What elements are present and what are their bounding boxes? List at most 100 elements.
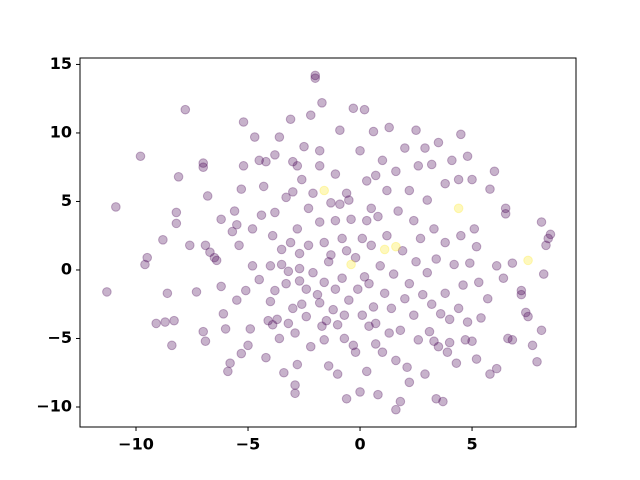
point xyxy=(314,161,325,171)
point xyxy=(489,166,500,177)
point xyxy=(303,203,314,214)
point xyxy=(198,326,209,337)
point xyxy=(433,137,444,148)
point xyxy=(111,202,121,212)
point xyxy=(191,287,202,297)
point xyxy=(451,358,462,368)
point xyxy=(216,281,226,292)
point xyxy=(348,340,359,351)
point xyxy=(173,171,184,182)
point xyxy=(429,336,439,347)
y-tick-label: 15 xyxy=(50,54,72,73)
point xyxy=(330,169,341,179)
point xyxy=(377,155,388,166)
point xyxy=(265,261,276,271)
point xyxy=(413,335,424,345)
point xyxy=(332,319,343,330)
point xyxy=(361,176,372,186)
point xyxy=(462,151,473,162)
point xyxy=(337,233,347,244)
point xyxy=(388,269,399,279)
x-tick-label: 5 xyxy=(466,435,477,454)
point xyxy=(500,203,511,214)
point xyxy=(236,348,247,359)
point xyxy=(270,207,280,218)
point xyxy=(395,396,406,407)
point xyxy=(294,263,305,274)
point xyxy=(281,278,291,289)
point xyxy=(375,261,385,271)
point xyxy=(281,192,291,203)
point xyxy=(429,224,439,234)
point xyxy=(386,303,397,314)
point xyxy=(541,240,551,251)
point xyxy=(319,185,329,196)
point xyxy=(500,208,511,219)
point xyxy=(270,150,280,160)
point xyxy=(532,356,542,367)
point xyxy=(357,233,368,244)
point xyxy=(223,366,233,377)
point xyxy=(249,132,260,142)
point xyxy=(256,210,267,220)
point xyxy=(444,314,455,325)
point xyxy=(384,328,394,338)
point xyxy=(523,311,533,322)
point xyxy=(364,278,374,289)
point xyxy=(211,255,222,266)
point xyxy=(482,293,493,304)
point xyxy=(366,240,377,251)
point xyxy=(467,174,477,185)
point xyxy=(359,272,370,282)
point xyxy=(247,261,258,271)
point xyxy=(543,233,554,244)
point xyxy=(265,296,276,307)
point xyxy=(391,166,401,177)
point xyxy=(314,298,325,308)
point xyxy=(404,377,415,388)
point xyxy=(426,299,437,310)
y-tick-label: 5 xyxy=(61,191,72,210)
point xyxy=(314,217,325,227)
point xyxy=(270,285,280,296)
point xyxy=(135,151,146,162)
point xyxy=(373,389,383,400)
plot-frame xyxy=(79,57,577,428)
point xyxy=(409,215,419,226)
point xyxy=(368,302,379,312)
point xyxy=(236,184,247,194)
point xyxy=(350,347,361,357)
point xyxy=(261,156,271,167)
point xyxy=(335,125,345,136)
point xyxy=(411,256,421,267)
point xyxy=(456,129,466,140)
point xyxy=(299,141,309,152)
point xyxy=(317,98,327,108)
point xyxy=(274,132,285,142)
point xyxy=(229,206,240,216)
point xyxy=(323,256,334,267)
point xyxy=(395,325,406,336)
point xyxy=(294,276,305,286)
point xyxy=(254,274,265,285)
point xyxy=(402,362,412,373)
point xyxy=(498,273,509,283)
point xyxy=(422,267,433,278)
point xyxy=(288,303,298,314)
point xyxy=(355,387,365,397)
point xyxy=(438,396,448,407)
point xyxy=(420,369,430,379)
point xyxy=(200,336,211,347)
point xyxy=(536,325,547,336)
point xyxy=(341,245,352,256)
point xyxy=(424,326,435,337)
point xyxy=(171,207,182,218)
point xyxy=(328,304,338,315)
point xyxy=(243,340,253,351)
point xyxy=(263,315,273,326)
point xyxy=(404,278,415,289)
point xyxy=(142,252,153,263)
point xyxy=(330,284,341,294)
point xyxy=(317,321,327,331)
